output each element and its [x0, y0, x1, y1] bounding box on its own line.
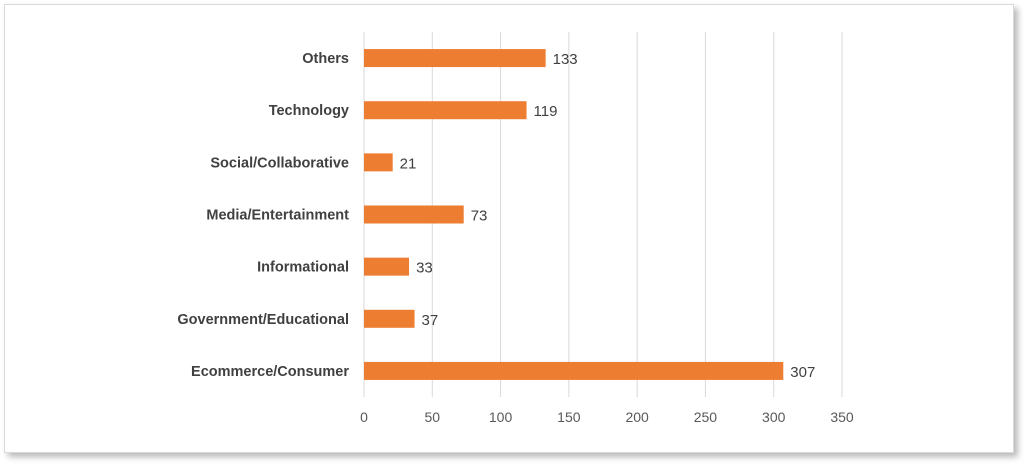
- data-label: 133: [553, 51, 578, 68]
- category-label: Ecommerce/Consumer: [191, 364, 349, 380]
- x-tick-label: 200: [625, 409, 649, 425]
- x-tick-label: 250: [694, 409, 718, 425]
- data-label: 73: [471, 208, 488, 225]
- bars: [364, 49, 784, 380]
- data-label: 21: [400, 155, 417, 172]
- data-labels: 133 119 21 73 33 37 307: [400, 51, 816, 381]
- data-label: 119: [534, 103, 558, 120]
- bar: [364, 49, 546, 68]
- x-tick-label: 300: [762, 409, 786, 425]
- bar: [364, 101, 527, 120]
- category-label: Media/Entertainment: [206, 208, 349, 224]
- x-tick-label: 50: [424, 409, 440, 425]
- x-tick-label: 100: [489, 409, 513, 425]
- bar: [364, 153, 393, 172]
- category-label: Technology: [269, 103, 349, 119]
- data-label: 37: [422, 312, 439, 329]
- category-label: Social/Collaborative: [210, 155, 349, 171]
- data-label: 33: [416, 260, 433, 277]
- gridlines: [363, 32, 843, 397]
- x-tick-label: 350: [830, 409, 854, 425]
- bar: [364, 257, 410, 276]
- category-label: Others: [302, 51, 349, 67]
- bar: [364, 205, 464, 224]
- category-label: Informational: [257, 260, 349, 276]
- category-label: Government/Educational: [177, 312, 349, 328]
- data-label: 307: [790, 364, 815, 381]
- x-axis-tick-labels: 0 50 100 150 200 250 300 350: [360, 409, 854, 425]
- category-labels: Others Technology Social/Collaborative Medi…: [177, 51, 349, 380]
- x-tick-label: 0: [360, 409, 368, 425]
- bar: [364, 361, 784, 380]
- x-tick-label: 150: [557, 409, 581, 425]
- bar: [364, 309, 415, 328]
